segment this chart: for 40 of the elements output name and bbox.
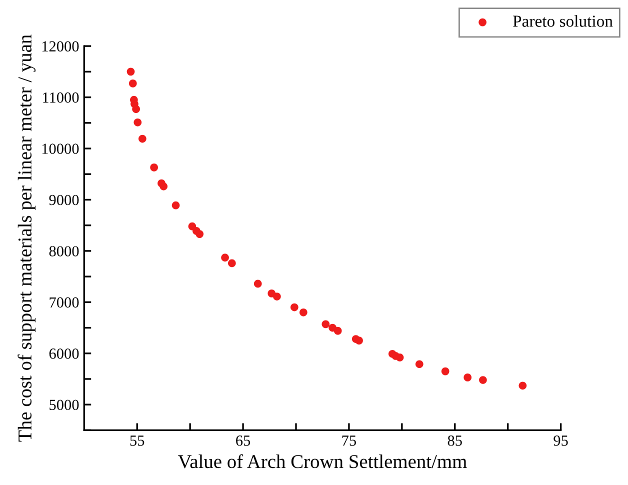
point (128, 80, 137, 88)
point (464, 374, 472, 382)
point (396, 354, 404, 362)
point (221, 254, 229, 262)
point (415, 360, 424, 368)
y-tick-label: 10000 (42, 144, 79, 154)
point (334, 326, 342, 335)
point (132, 105, 140, 113)
x-tick-label: 95 (554, 436, 568, 446)
y-tick-label: 5000 (50, 400, 79, 410)
y-tick-label: 7000 (50, 297, 79, 308)
point (138, 134, 146, 143)
y-tick-label: 9000 (49, 194, 79, 206)
point (196, 230, 204, 238)
point (254, 280, 262, 288)
point (160, 182, 168, 190)
x-tick-label: 85 (448, 436, 462, 446)
point (441, 367, 450, 376)
point (322, 320, 330, 328)
point (134, 118, 142, 126)
point (290, 303, 298, 312)
x-tick-label: 75 (342, 436, 356, 446)
point (150, 164, 158, 172)
point (273, 292, 281, 300)
x-axis-title: Value of Arch Crown Settlement/mm (178, 454, 467, 468)
legend-label: Pareto solution (513, 15, 613, 27)
point (355, 336, 363, 344)
point (479, 376, 487, 384)
point (518, 382, 527, 390)
y-tick-label: 11000 (43, 92, 79, 103)
point (126, 68, 135, 76)
point (228, 259, 236, 268)
y-tick-label: 6000 (49, 348, 79, 359)
y-tick-label: 8000 (49, 246, 79, 256)
point (299, 308, 308, 316)
x-tick-label: 65 (236, 436, 250, 446)
y-tick-label: 12000 (42, 41, 79, 52)
x-tick-label: 55 (130, 436, 144, 446)
point (172, 201, 180, 210)
y-axis-title: The cost of support materials per linear meter / yuan (18, 34, 36, 442)
